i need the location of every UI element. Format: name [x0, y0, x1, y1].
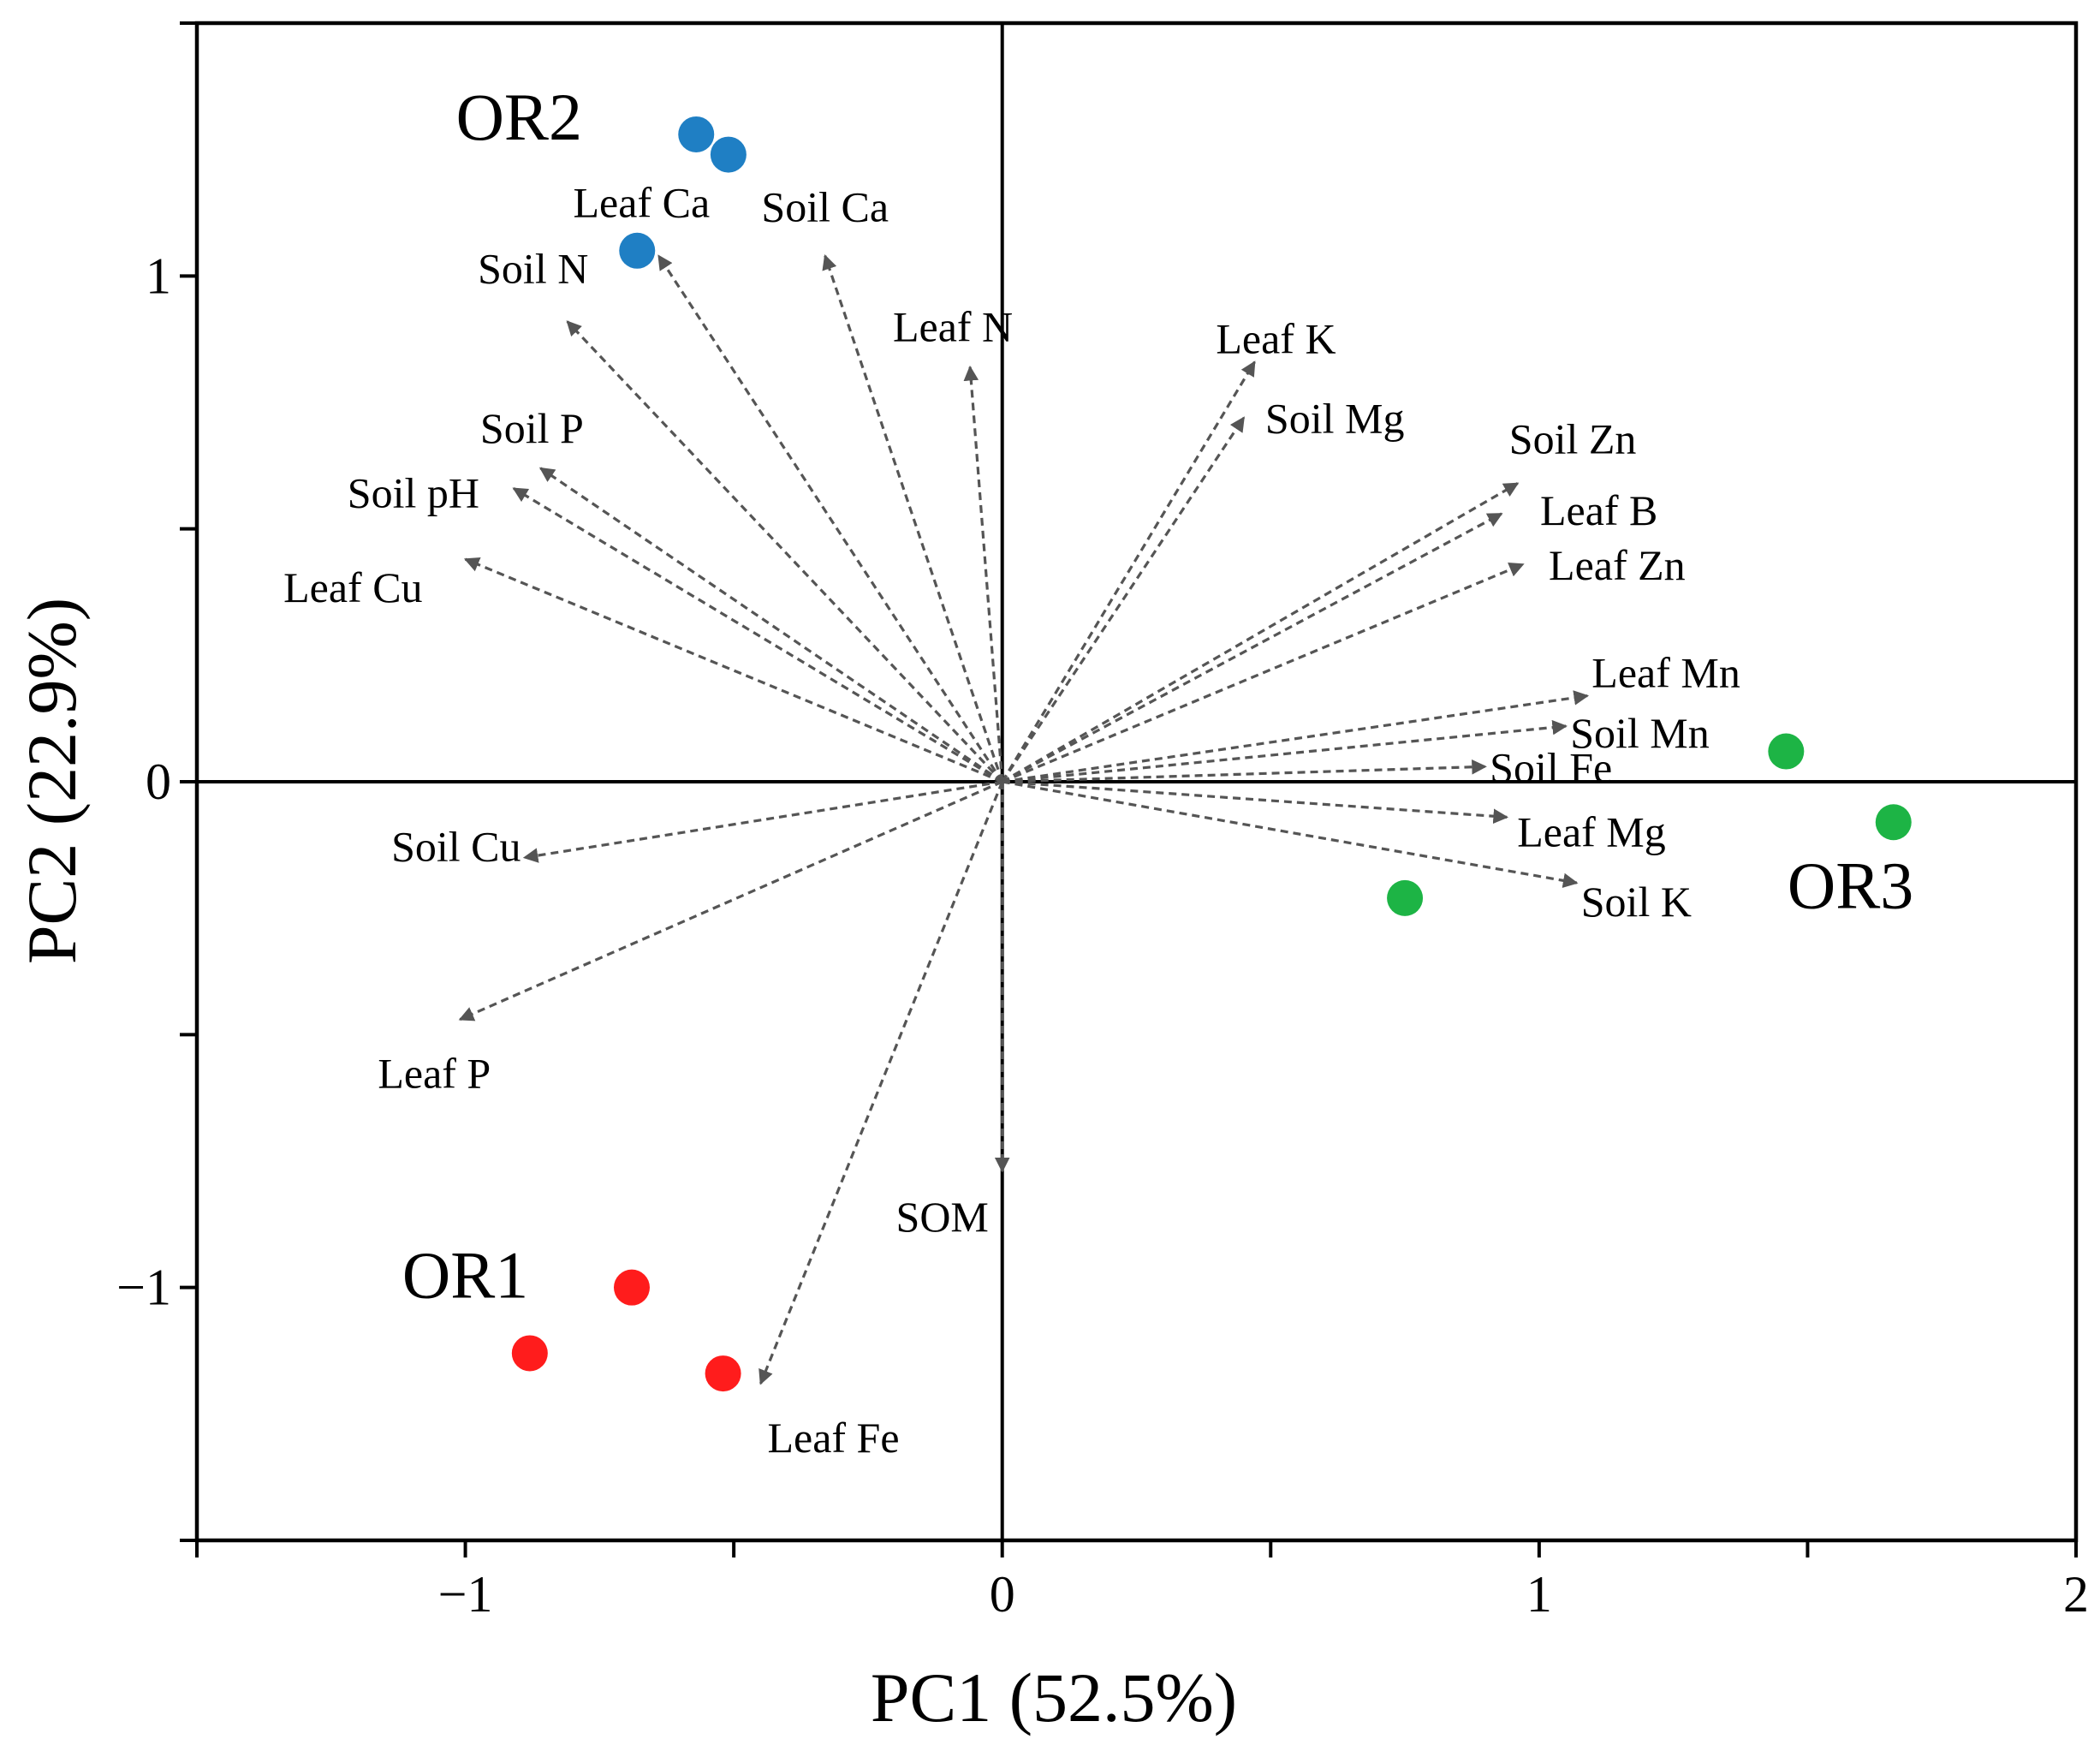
loading-label: Leaf Mg: [1517, 807, 1666, 855]
score-point-or3: [1768, 733, 1805, 770]
loading-label: Soil pH: [348, 468, 479, 516]
group-label-or1: OR1: [402, 1237, 528, 1312]
loading-arrow: [1002, 690, 1590, 783]
loading-label: Soil Fe: [1490, 743, 1612, 791]
group-label-or3: OR3: [1788, 849, 1913, 923]
loading-arrow: [1001, 416, 1246, 783]
y-tick-label: 1: [146, 247, 171, 304]
loading-arrow: [512, 487, 1003, 783]
x-tick-label: 1: [1526, 1566, 1552, 1623]
loading-arrow: [1002, 719, 1568, 783]
loading-arrow: [822, 254, 1004, 783]
score-point-or1: [511, 1335, 548, 1372]
loading-label: Leaf K: [1216, 315, 1336, 363]
loading-label: SOM: [896, 1193, 989, 1241]
loading-label: Leaf B: [1540, 486, 1657, 534]
x-axis-title: PC1 (52.5%): [871, 1659, 1237, 1736]
loading-arrow: [1001, 360, 1256, 783]
loading-arrow: [538, 467, 1003, 783]
loading-arrow: [458, 780, 1003, 1021]
loading-label: Soil P: [480, 404, 584, 452]
loading-label: Leaf Cu: [283, 563, 422, 611]
loading-label: Leaf Zn: [1549, 541, 1686, 589]
loading-label: Leaf Mn: [1591, 649, 1740, 697]
score-point-or2: [619, 232, 656, 269]
x-tick-label: −1: [438, 1566, 493, 1623]
score-point-or2: [710, 136, 747, 173]
loading-arrow: [758, 781, 1004, 1385]
loading-arrow: [1002, 759, 1487, 783]
group-label-or2: OR2: [456, 80, 582, 154]
x-tick-label: 0: [990, 1566, 1015, 1623]
loading-arrow: [963, 365, 1004, 783]
score-point-or2: [678, 116, 715, 152]
loading-label: Soil Mg: [1265, 395, 1405, 443]
loading-label: Soil Zn: [1509, 415, 1637, 463]
x-tick-label: 2: [2063, 1566, 2089, 1623]
loading-arrows: [458, 254, 1590, 1385]
loading-label: Soil N: [478, 244, 588, 292]
score-point-or3: [1875, 804, 1912, 841]
score-point-or1: [705, 1355, 741, 1392]
loading-label: Leaf Fe: [767, 1414, 899, 1462]
loading-label: Soil K: [1581, 878, 1692, 926]
score-point-or1: [613, 1269, 650, 1306]
loading-label: Leaf N: [893, 303, 1013, 351]
score-point-or3: [1387, 879, 1424, 916]
loading-arrow: [1002, 562, 1525, 783]
loading-label: Soil Ca: [761, 183, 889, 231]
loading-arrow: [657, 254, 1004, 783]
loading-arrow: [1002, 780, 1508, 825]
loading-label: Soil Cu: [391, 823, 521, 871]
y-axis-title: PC2 (22.9%): [13, 598, 91, 964]
loading-label: Leaf Ca: [574, 179, 711, 227]
y-tick-label: 0: [146, 753, 171, 810]
loading-arrow: [1001, 482, 1520, 783]
score-points: [511, 116, 1912, 1392]
loading-arrow: [1002, 780, 1579, 889]
loading-label: Leaf P: [378, 1050, 491, 1098]
loading-arrow: [566, 320, 1003, 783]
loading-arrow: [522, 780, 1002, 863]
y-tick-label: −1: [116, 1260, 171, 1316]
axis-ticks: −1 0 1 2 −1 0 1: [116, 21, 2089, 1623]
loading-arrow: [1001, 512, 1503, 783]
loading-label: Soil Mn: [1570, 709, 1710, 757]
loading-arrow: [463, 557, 1003, 783]
group-labels: OR1 OR2 OR3: [402, 80, 1913, 1313]
